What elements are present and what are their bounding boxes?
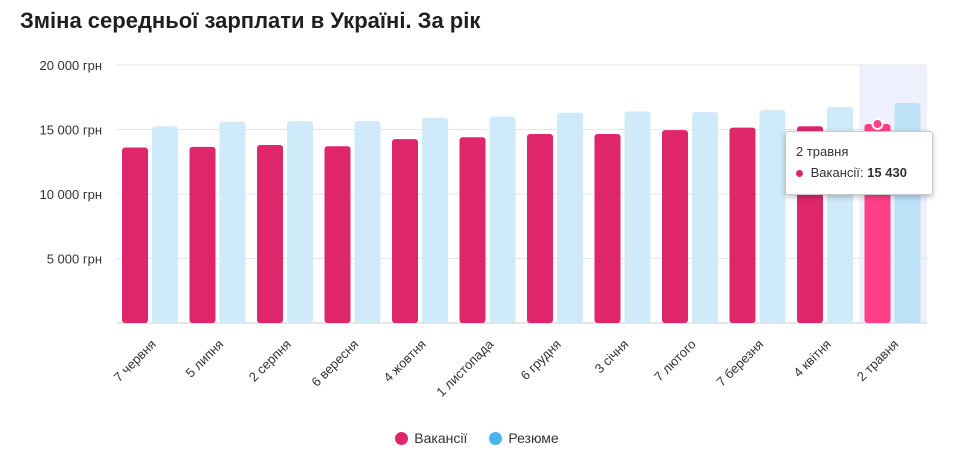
chart-tooltip: 2 травня Вакансії: 15 430 — [785, 131, 933, 195]
bar-resumes — [219, 121, 246, 323]
bar-vacancies — [324, 146, 351, 323]
tooltip-date: 2 травня — [796, 144, 849, 159]
x-tick-label: 6 грудня — [518, 337, 564, 383]
bar-vacancies — [527, 134, 553, 323]
x-tick-label: 3 січня — [592, 337, 632, 377]
legend-item-vacancies[interactable]: Вакансії — [395, 430, 467, 446]
legend-label-vacancies: Вакансії — [414, 430, 468, 446]
bar-vacancies — [729, 127, 756, 323]
tooltip-row: Вакансії: 15 430 — [796, 165, 922, 180]
y-tick-label: 15 000 грн — [39, 123, 102, 138]
bar-resumes — [287, 121, 313, 324]
chart-title: Зміна середньої зарплати в Україні. За р… — [20, 8, 481, 33]
bar-vacancies — [459, 137, 486, 323]
bar-resumes — [354, 121, 381, 324]
bar-resumes — [557, 112, 583, 323]
tooltip-dot — [796, 170, 803, 178]
x-tick-label: 5 липня — [183, 337, 227, 381]
legend-dot-vacancies — [395, 431, 409, 445]
bar-resumes — [692, 112, 718, 324]
y-tick-label: 20 000 грн — [39, 58, 102, 73]
bar-vacancies — [594, 134, 621, 323]
tooltip-label: Вакансії: — [810, 165, 864, 180]
x-tick-label: 7 червня — [111, 337, 159, 385]
bar-resumes — [152, 126, 178, 324]
bar-chart: 20 000 грн 15 000 грн 10 000 грн 5 000 грн 7… — [39, 58, 927, 400]
bar-vacancies — [189, 146, 216, 323]
bar-resumes — [624, 111, 651, 323]
x-tick-label: 7 лютого — [651, 337, 699, 385]
tooltip-value: 15 430 — [867, 165, 907, 180]
bar-resumes — [422, 117, 448, 323]
x-tick-label: 4 жовтня — [380, 337, 428, 385]
hover-marker — [871, 117, 884, 130]
bar-resumes — [489, 116, 516, 323]
legend-dot-resumes — [489, 431, 503, 445]
bar-vacancies — [257, 144, 283, 323]
x-tick-label: 1 листопада — [433, 336, 497, 400]
y-tick-label: 10 000 грн — [39, 187, 102, 202]
x-tick-label: 7 березня — [714, 337, 767, 390]
x-tick-label: 6 вересня — [308, 337, 361, 390]
legend-label-resumes: Резюме — [508, 430, 559, 446]
x-tick-label: 2 травня — [854, 337, 902, 385]
legend-item-resumes[interactable]: Резюме — [489, 430, 559, 446]
bar-vacancies — [662, 130, 688, 323]
bar-vacancies — [122, 147, 148, 323]
y-tick-label: 5 000 грн — [47, 252, 102, 267]
bar-vacancies — [392, 139, 418, 323]
bar-resumes — [759, 110, 786, 324]
x-tick-label: 4 квітня — [790, 337, 833, 380]
x-tick-label: 2 серпня — [246, 337, 294, 385]
chart-legend: Вакансії Резюме — [0, 430, 954, 446]
